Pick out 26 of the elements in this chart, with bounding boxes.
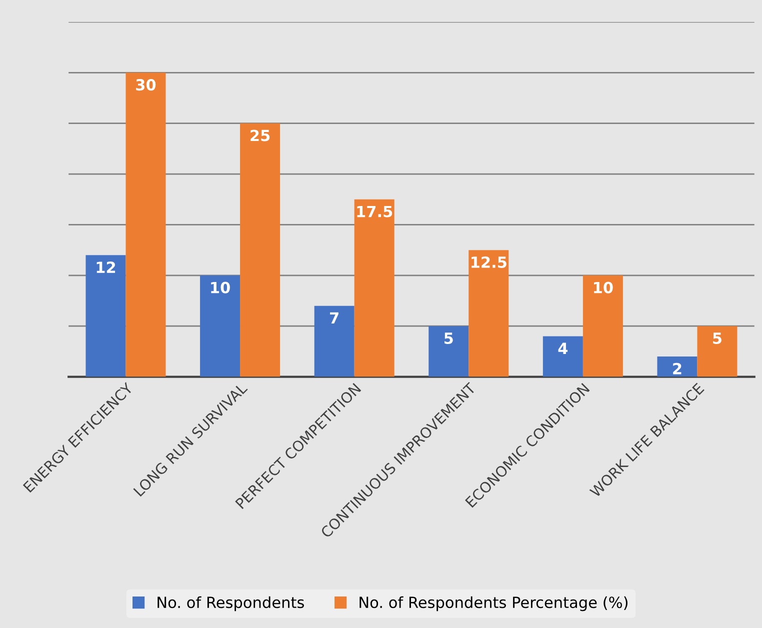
bar <box>657 356 698 377</box>
legend-label: No. of Respondents Percentage (%) <box>360 596 628 612</box>
bar <box>126 72 166 377</box>
bar <box>240 123 280 377</box>
data-label: 4 <box>558 342 568 354</box>
data-label: 5 <box>444 332 453 344</box>
bar <box>200 275 240 377</box>
data-label: 7 <box>330 312 338 324</box>
data-label: 12.5 <box>472 256 506 268</box>
bar <box>697 326 738 377</box>
bar <box>314 306 354 377</box>
bar <box>86 255 126 377</box>
data-label: 10 <box>594 282 613 294</box>
bar <box>468 250 509 377</box>
bar <box>542 336 583 377</box>
data-label: 5 <box>713 332 722 344</box>
bar <box>428 326 469 377</box>
data-label: 30 <box>136 79 156 91</box>
data-label: 25 <box>250 130 270 142</box>
data-label: 17.5 <box>357 206 392 218</box>
data-label: 12 <box>96 262 116 273</box>
bar <box>354 199 394 377</box>
data-label: 10 <box>211 282 230 294</box>
data-label: 2 <box>673 362 682 374</box>
legend-label: No. of Respondents <box>158 596 304 612</box>
bar <box>582 275 623 377</box>
